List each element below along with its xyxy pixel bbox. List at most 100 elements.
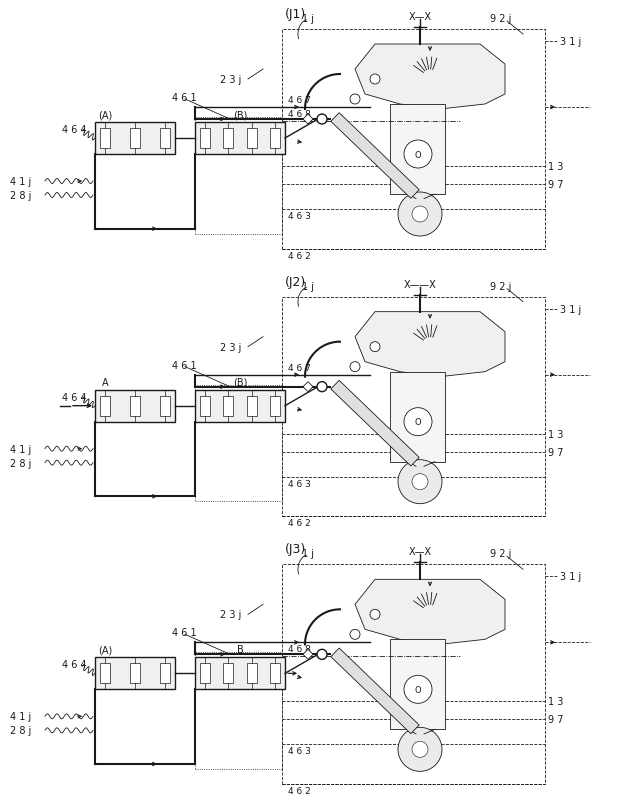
Text: 2 3 j: 2 3 j: [220, 342, 241, 352]
Bar: [160, 129, 170, 149]
Text: O: O: [415, 418, 421, 427]
Circle shape: [412, 207, 428, 223]
Text: A: A: [101, 377, 108, 387]
Text: 4 1 j: 4 1 j: [10, 444, 31, 454]
Bar: [247, 129, 257, 149]
Polygon shape: [303, 650, 313, 659]
Polygon shape: [355, 312, 505, 377]
Bar: [100, 663, 110, 683]
Circle shape: [398, 727, 442, 772]
Text: 4 6 4: 4 6 4: [62, 392, 86, 402]
Text: (J3): (J3): [284, 543, 305, 556]
Text: 3 1 j: 3 1 j: [560, 37, 581, 47]
Text: 4 6 3: 4 6 3: [288, 747, 311, 755]
Bar: [95, 123, 175, 155]
Bar: [390, 639, 445, 730]
Polygon shape: [331, 648, 419, 734]
Text: X——X: X——X: [404, 279, 437, 290]
Bar: [390, 105, 445, 195]
Circle shape: [404, 675, 432, 703]
Circle shape: [370, 75, 380, 85]
Text: 9 7: 9 7: [548, 447, 564, 457]
Polygon shape: [355, 45, 505, 110]
Bar: [223, 663, 233, 683]
Text: 4 1 j: 4 1 j: [10, 711, 31, 722]
Text: 4 1 j: 4 1 j: [10, 176, 31, 187]
Text: 1 j: 1 j: [302, 282, 314, 291]
Bar: [270, 129, 280, 149]
Text: 4 6 2: 4 6 2: [288, 519, 311, 528]
Polygon shape: [355, 580, 505, 645]
Circle shape: [317, 650, 327, 659]
Circle shape: [370, 342, 380, 352]
Circle shape: [404, 408, 432, 436]
Circle shape: [317, 115, 327, 125]
Text: 9 2 j: 9 2 j: [490, 282, 511, 291]
Bar: [130, 129, 140, 149]
Text: 9 7: 9 7: [548, 180, 564, 190]
Text: (J2): (J2): [284, 275, 305, 288]
Circle shape: [370, 610, 380, 620]
Text: 1 3: 1 3: [548, 162, 564, 172]
Bar: [160, 396, 170, 416]
Bar: [270, 663, 280, 683]
Text: 4 6 1: 4 6 1: [172, 360, 197, 371]
Text: 9 2 j: 9 2 j: [490, 549, 511, 559]
Bar: [200, 663, 210, 683]
Text: 4 6 7: 4 6 7: [288, 96, 311, 105]
Text: 4 6 7: 4 6 7: [288, 363, 311, 372]
Text: 1 j: 1 j: [302, 549, 314, 559]
Text: 4 6 8: 4 6 8: [288, 645, 311, 654]
Bar: [200, 129, 210, 149]
Text: 1 j: 1 j: [302, 14, 314, 24]
Text: 1 3: 1 3: [548, 429, 564, 439]
Text: 2 8 j: 2 8 j: [10, 726, 31, 735]
Bar: [160, 663, 170, 683]
Text: 4 6 2: 4 6 2: [288, 786, 311, 795]
Text: 2 8 j: 2 8 j: [10, 191, 31, 200]
Polygon shape: [331, 381, 419, 467]
Bar: [95, 658, 175, 690]
Text: 4 6 3: 4 6 3: [288, 479, 311, 488]
Circle shape: [350, 630, 360, 639]
Text: (A): (A): [98, 110, 112, 119]
Text: 2 3 j: 2 3 j: [220, 610, 241, 620]
Text: (B): (B): [233, 110, 247, 119]
Bar: [223, 396, 233, 416]
Text: 4 6 8: 4 6 8: [288, 110, 311, 119]
Text: 2 8 j: 2 8 j: [10, 458, 31, 468]
Circle shape: [350, 363, 360, 372]
Text: 4 6 1: 4 6 1: [172, 93, 197, 103]
Bar: [100, 396, 110, 416]
Text: 4 6 2: 4 6 2: [288, 251, 311, 261]
Circle shape: [412, 474, 428, 490]
Bar: [390, 372, 445, 462]
Bar: [130, 663, 140, 683]
Text: (B): (B): [233, 377, 247, 387]
Text: 3 1 j: 3 1 j: [560, 304, 581, 314]
Bar: [130, 396, 140, 416]
Text: X—X: X—X: [409, 547, 432, 557]
Text: 9 2 j: 9 2 j: [490, 14, 511, 24]
Circle shape: [398, 460, 442, 504]
Polygon shape: [303, 383, 313, 392]
Bar: [270, 396, 280, 416]
Text: X—X: X—X: [409, 12, 432, 22]
Bar: [247, 396, 257, 416]
Text: 2 3 j: 2 3 j: [220, 75, 241, 85]
Bar: [195, 658, 285, 690]
Text: B: B: [236, 645, 243, 654]
Text: 9 7: 9 7: [548, 715, 564, 724]
Circle shape: [412, 741, 428, 757]
Bar: [195, 391, 285, 422]
Bar: [200, 396, 210, 416]
Text: 4 6 3: 4 6 3: [288, 212, 311, 221]
Circle shape: [317, 383, 327, 392]
Text: (A): (A): [98, 645, 112, 654]
Text: 4 6 4: 4 6 4: [62, 659, 86, 670]
Text: 4 6 4: 4 6 4: [62, 125, 86, 135]
Text: 1 3: 1 3: [548, 696, 564, 707]
Bar: [100, 129, 110, 149]
Bar: [95, 391, 175, 422]
Text: O: O: [415, 685, 421, 694]
